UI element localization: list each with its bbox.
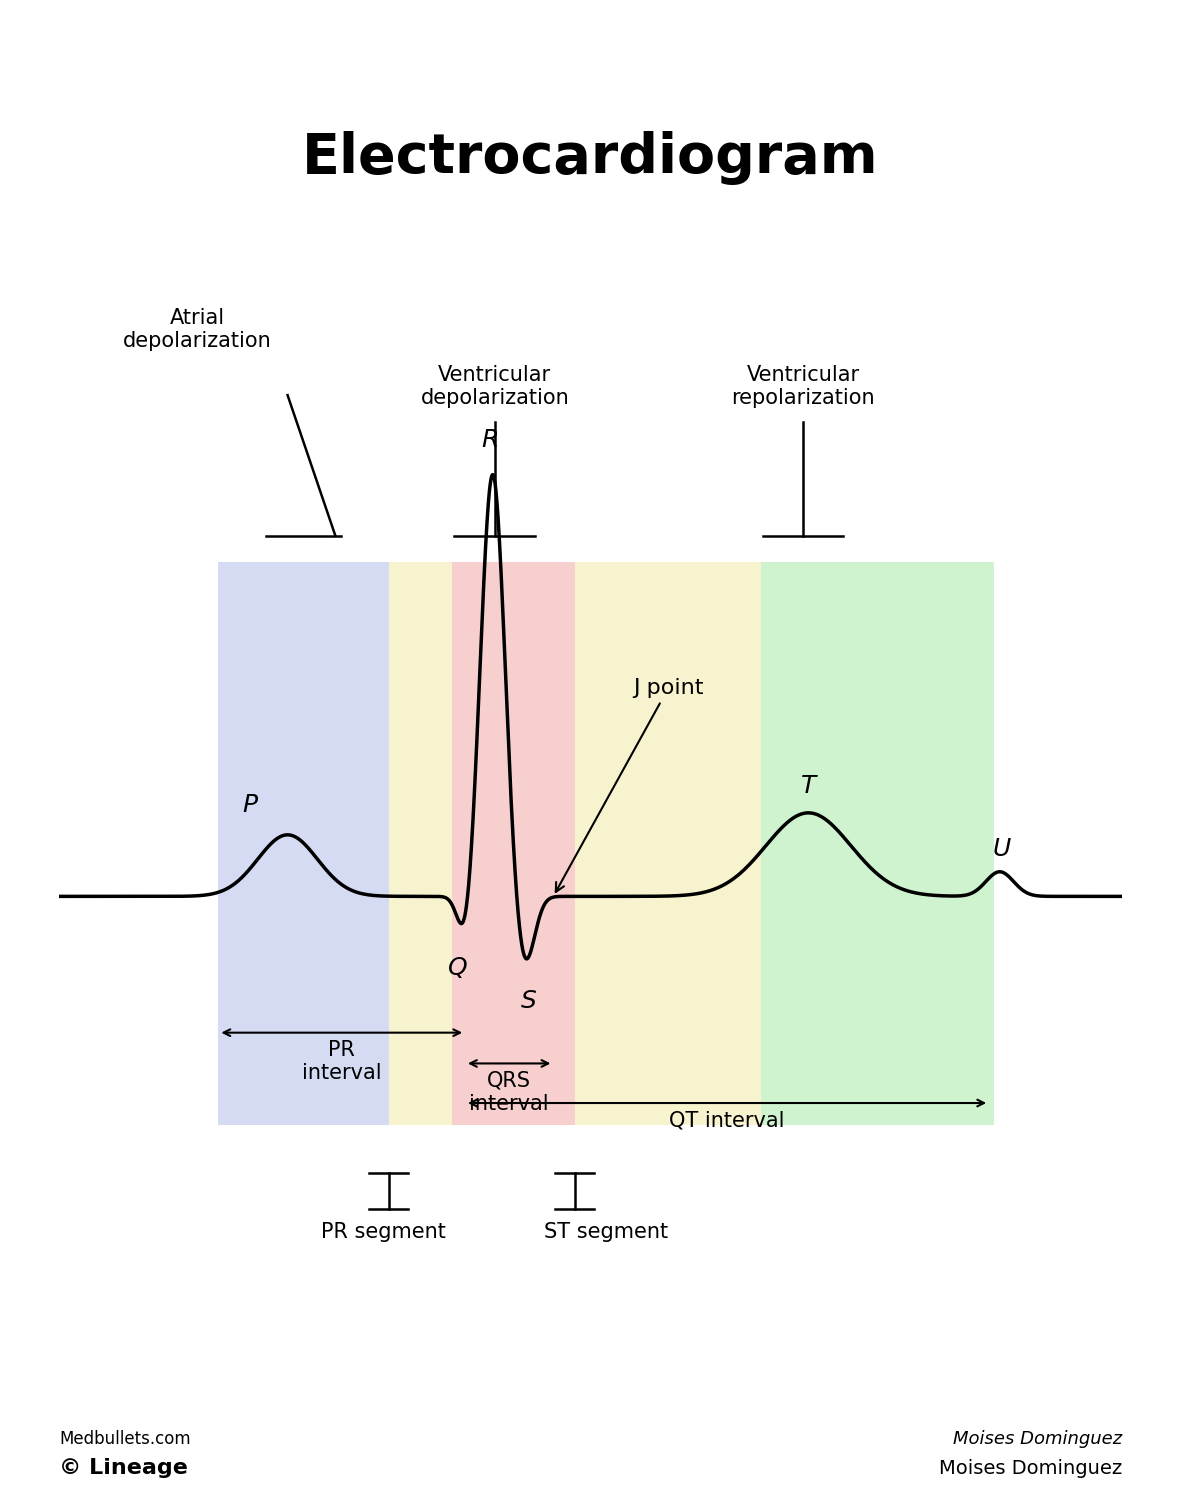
Text: QRS
interval: QRS interval (469, 1071, 549, 1113)
Text: Electrocardiogram: Electrocardiogram (302, 132, 879, 186)
Text: S: S (521, 988, 537, 1012)
Bar (389, 562, 452, 1125)
Text: Ventricular
repolarization: Ventricular repolarization (731, 364, 875, 408)
Text: PR
interval: PR interval (302, 1040, 381, 1083)
Text: R: R (481, 429, 498, 453)
Text: Moises Dominguez: Moises Dominguez (939, 1458, 1122, 1478)
Text: J point: J point (556, 678, 704, 892)
Bar (218, 562, 389, 1125)
Text: Q: Q (448, 956, 468, 980)
Text: Atrial
depolarization: Atrial depolarization (123, 308, 272, 351)
Text: Ventricular
depolarization: Ventricular depolarization (420, 364, 569, 408)
Text: Medbullets.com: Medbullets.com (59, 1430, 190, 1448)
Text: ST segment: ST segment (544, 1221, 668, 1242)
Text: QT interval: QT interval (670, 1110, 785, 1130)
Bar (452, 562, 574, 1125)
Text: T: T (801, 774, 816, 798)
Text: P: P (243, 794, 257, 818)
Text: Moises Dominguez: Moises Dominguez (953, 1430, 1122, 1448)
Text: U: U (993, 837, 1011, 861)
Bar (574, 562, 761, 1125)
Bar (761, 562, 994, 1125)
Text: © Lineage: © Lineage (59, 1458, 188, 1478)
Text: PR segment: PR segment (321, 1221, 445, 1242)
